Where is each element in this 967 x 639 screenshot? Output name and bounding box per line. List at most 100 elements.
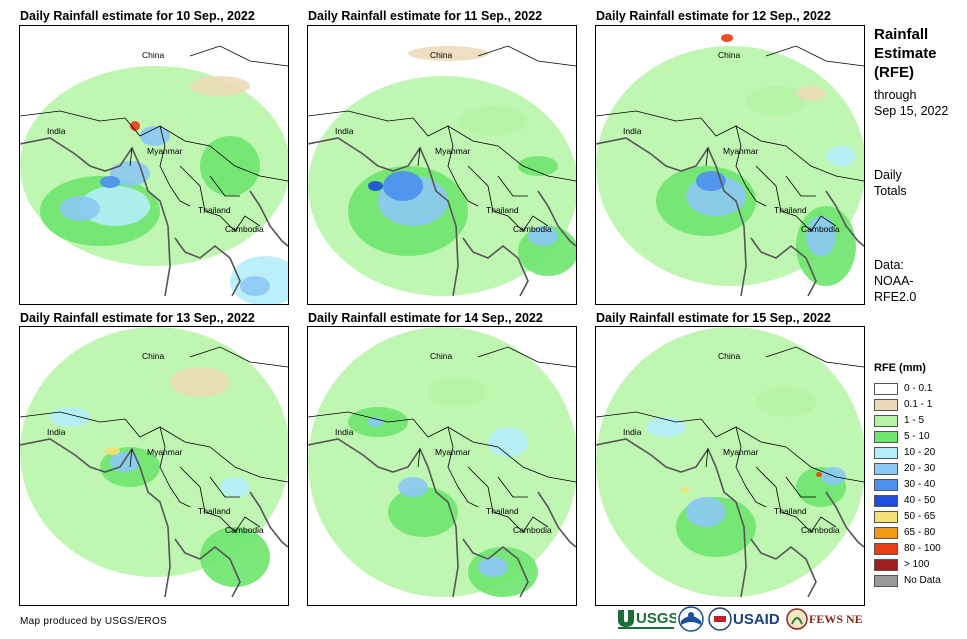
country-label-china: China	[142, 50, 164, 60]
legend-swatch	[874, 479, 898, 491]
usaid-logo: USAID	[708, 606, 784, 632]
map-credit: Map produced by USGS/EROS	[20, 616, 168, 627]
legend-label: 30 - 40	[904, 479, 936, 490]
rainfall-area	[100, 176, 120, 188]
country-borders	[596, 346, 864, 533]
country-label-china: China	[430, 50, 452, 60]
rainfall-area	[681, 487, 689, 493]
map-panel: China India Myanmar Thailand Cambodia	[595, 326, 865, 606]
sidebar-title-1: Rainfall	[874, 26, 929, 43]
rainfall-map: China India Myanmar Thailand Cambodia	[308, 327, 576, 605]
rainfall-area	[50, 407, 90, 427]
country-label-cambodia: Cambodia	[513, 525, 552, 535]
legend-swatch	[874, 463, 898, 475]
country-label-china: China	[142, 351, 164, 361]
usgs-logo-text: USGS	[636, 610, 676, 627]
rainfall-area	[308, 327, 576, 597]
legend-label: 0.1 - 1	[904, 399, 933, 410]
sidebar-title-3: (RFE)	[874, 64, 914, 81]
legend-label: 50 - 65	[904, 511, 936, 522]
rainfall-area	[796, 86, 826, 101]
fews-net-logo: FEWS NET	[786, 606, 871, 632]
country-label-cambodia: Cambodia	[801, 224, 840, 234]
legend-swatch	[874, 511, 898, 523]
rainfall-area	[596, 327, 864, 597]
rainfall-area	[105, 447, 120, 455]
rainfall-area	[200, 136, 260, 196]
legend-swatch	[874, 415, 898, 427]
country-label-india: India	[623, 427, 642, 437]
country-label-myanmar: Myanmar	[147, 146, 183, 156]
panel-title-4: Daily Rainfall estimate for 13 Sep., 202…	[20, 311, 255, 325]
rainfall-map: China India Myanmar Thailand Cambodia	[596, 26, 864, 304]
rainfall-area	[686, 497, 726, 527]
legend-swatch	[874, 431, 898, 443]
sidebar-title-2: Estimate	[874, 45, 937, 62]
legend-label: 5 - 10	[904, 431, 930, 442]
country-label-thailand: Thailand	[486, 205, 519, 215]
rainfall-map: China India Myanmar Thailand Cambodia	[20, 26, 288, 304]
rainfall-area	[816, 472, 822, 477]
map-panel: China India Myanmar Thailand Cambodia	[19, 326, 289, 606]
rainfall-area	[240, 276, 270, 296]
legend-label: 20 - 30	[904, 463, 936, 474]
sidebar-totals: Totals	[874, 184, 907, 198]
rainfall-area	[806, 216, 836, 256]
map-panel: China India Myanmar Thailand Cambodia	[19, 25, 289, 305]
country-label-thailand: Thailand	[198, 506, 231, 516]
sidebar-data-label: Data:	[874, 258, 904, 272]
panel-title-3: Daily Rainfall estimate for 12 Sep., 202…	[596, 9, 831, 23]
rainfall-map: China India Myanmar Thailand Cambodia	[596, 327, 864, 605]
country-label-india: India	[335, 126, 354, 136]
legend-label: 0 - 0.1	[904, 383, 933, 394]
legend-swatch	[874, 527, 898, 539]
country-label-cambodia: Cambodia	[513, 224, 552, 234]
rainfall-map: China India Myanmar Thailand Cambodia	[20, 327, 288, 605]
country-label-india: India	[623, 126, 642, 136]
panel-title-2: Daily Rainfall estimate for 11 Sep., 202…	[308, 9, 543, 23]
panel-title-5: Daily Rainfall estimate for 14 Sep., 202…	[308, 311, 543, 325]
country-label-china: China	[718, 351, 740, 361]
rainfall-area	[200, 527, 270, 587]
rainfall-area	[140, 126, 170, 146]
country-label-thailand: Thailand	[486, 506, 519, 516]
country-label-myanmar: Myanmar	[435, 447, 471, 457]
sidebar-data-rfe: RFE2.0	[874, 290, 917, 304]
rainfall-area	[721, 34, 733, 42]
country-label-india: India	[47, 126, 66, 136]
legend-swatch	[874, 383, 898, 395]
rainfall-area	[746, 86, 806, 116]
rainfall-area	[646, 417, 686, 437]
rainfall-area	[60, 196, 100, 221]
rainfall-area	[826, 146, 856, 166]
panel-title-1: Daily Rainfall estimate for 10 Sep., 202…	[20, 9, 255, 23]
map-panel: China India Myanmar Thailand Cambodia	[595, 25, 865, 305]
rainfall-map: China India Myanmar Thailand Cambodia	[308, 26, 576, 304]
country-label-myanmar: Myanmar	[435, 146, 471, 156]
rainfall-area	[398, 477, 428, 497]
country-label-thailand: Thailand	[198, 205, 231, 215]
country-label-cambodia: Cambodia	[225, 224, 264, 234]
legend-swatch	[874, 447, 898, 459]
legend-label: 80 - 100	[904, 543, 941, 554]
country-label-myanmar: Myanmar	[147, 447, 183, 457]
rainfall-area	[488, 427, 528, 457]
legend-swatch	[874, 495, 898, 507]
country-borders	[20, 346, 288, 533]
rainfall-area	[383, 171, 423, 201]
sidebar-date: Sep 15, 2022	[874, 104, 949, 118]
usaid-logo-text: USAID	[733, 611, 780, 628]
rainfall-area	[190, 76, 250, 96]
map-panel: China India Myanmar Thailand Cambodia	[307, 25, 577, 305]
rainfall-area	[458, 106, 528, 136]
rainfall-area	[756, 387, 816, 417]
rainfall-area	[80, 186, 150, 226]
legend-label: 1 - 5	[904, 415, 925, 426]
rainfall-area	[528, 226, 558, 246]
legend-swatch	[874, 559, 898, 571]
usgs-logo: USGS	[616, 606, 679, 632]
legend-title: RFE (mm)	[874, 362, 926, 374]
sidebar-daily: Daily	[874, 168, 902, 182]
noaa-logo	[678, 606, 704, 632]
map-panel: China India Myanmar Thailand Cambodia	[307, 326, 577, 606]
